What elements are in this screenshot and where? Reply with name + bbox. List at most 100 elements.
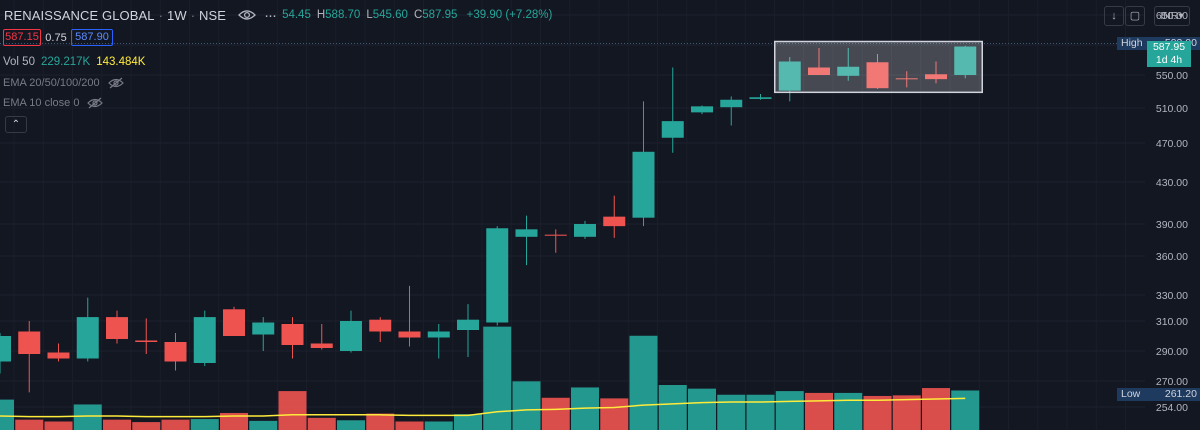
fullscreen-icon[interactable]: ▢ xyxy=(1125,6,1145,26)
high-key: H xyxy=(316,9,326,21)
last-price-value: 587.95 xyxy=(1152,40,1186,53)
more-options-icon[interactable]: ··· xyxy=(264,6,277,24)
volume-bar xyxy=(103,419,131,430)
candle-body xyxy=(720,99,743,108)
candle-body xyxy=(0,336,11,362)
indicator-label: EMA 10 close 0 xyxy=(3,97,80,109)
volume-bar xyxy=(863,395,892,430)
volume-legend[interactable]: Vol 50 229.217K 143.484K xyxy=(3,56,145,68)
candle-body xyxy=(252,322,275,335)
high-marker-label: High xyxy=(1121,36,1143,49)
low-marker-label: Low xyxy=(1121,388,1141,401)
candle-body xyxy=(340,321,362,351)
volume-bar xyxy=(483,326,512,430)
currency-selector[interactable]: INR▾ xyxy=(1154,6,1190,26)
ohlc-values: 54.45 H588.70 L545.60 C587.95 +39.90 (+7.28… xyxy=(282,9,552,21)
volume-bar xyxy=(834,392,863,430)
candle-body xyxy=(837,66,860,76)
volume-bar xyxy=(805,392,833,430)
candle-body xyxy=(193,317,216,363)
eye-icon[interactable] xyxy=(238,9,256,21)
candle-body xyxy=(106,317,128,339)
volume-bar xyxy=(746,394,775,430)
volume-bar xyxy=(337,420,365,430)
candle-body xyxy=(369,319,392,332)
volume-bar xyxy=(395,421,424,430)
indicator-ema-multi[interactable]: EMA 20/50/100/200 xyxy=(3,77,124,89)
price-tick-label: 390.00 xyxy=(1156,219,1188,231)
candle-body xyxy=(18,331,41,354)
price-tick-label: 510.00 xyxy=(1156,103,1188,115)
volume-bar xyxy=(307,417,336,430)
volume-bar xyxy=(73,404,102,430)
volume-bar xyxy=(951,390,980,430)
candle-body xyxy=(808,67,830,75)
candle-body xyxy=(457,319,479,330)
price-tick-label: 290.00 xyxy=(1156,346,1188,358)
price-axis: 254.00 270.00 290.00 310.00 330.00 360.00 390.… xyxy=(1145,0,1200,430)
price-tick-label: 330.00 xyxy=(1156,290,1188,302)
volume-label: Vol 50 xyxy=(3,56,35,68)
price-tick-label: 310.00 xyxy=(1156,316,1188,328)
volume-bar xyxy=(278,391,307,430)
scroll-down-icon[interactable]: ↓ xyxy=(1104,6,1124,26)
price-tick-label: 430.00 xyxy=(1156,177,1188,189)
low-value: 545.60 xyxy=(372,9,408,21)
candle-body xyxy=(954,46,977,75)
candle-body xyxy=(603,216,626,227)
spread-value: 0.75 xyxy=(45,31,67,44)
candlesticks xyxy=(0,45,977,393)
candle-body xyxy=(486,228,509,323)
symbol-name[interactable]: RENAISSANCE GLOBAL xyxy=(4,7,155,23)
candle-body xyxy=(778,61,801,91)
price-tick-label: 650.00 xyxy=(1156,10,1188,22)
symbol-header: RENAISSANCE GLOBAL · 1W · NSE ··· 54.45 H… xyxy=(4,6,553,24)
candle-body xyxy=(691,106,713,113)
buy-button[interactable]: 587.90 xyxy=(71,29,113,46)
candle-body xyxy=(749,97,772,99)
price-tick-label: 254.00 xyxy=(1156,402,1188,414)
candle-body xyxy=(661,121,684,138)
eye-off-icon[interactable] xyxy=(87,97,104,109)
volume-bar xyxy=(658,385,687,430)
change-value: +39.90 (+7.28%) xyxy=(466,9,553,21)
candle-body xyxy=(427,331,450,338)
low-key: L xyxy=(366,9,373,21)
candle-body xyxy=(281,324,304,345)
volume-bar xyxy=(512,381,541,430)
low-marker-value: 261.20 xyxy=(1164,388,1197,401)
candle-body xyxy=(895,78,918,80)
price-axis-bg xyxy=(1145,0,1200,430)
indicator-ema-10[interactable]: EMA 10 close 0 xyxy=(3,97,104,109)
volume-bar xyxy=(688,388,716,430)
volume-bar xyxy=(132,422,161,430)
eye-off-icon[interactable] xyxy=(107,77,124,89)
collapse-legend-button[interactable]: ⌃ xyxy=(5,116,27,133)
candle-body xyxy=(310,343,333,348)
candle-body xyxy=(925,74,947,80)
candle-body xyxy=(574,224,596,237)
volume-bar xyxy=(892,395,921,430)
volume-bar xyxy=(249,420,278,430)
candle-body xyxy=(632,151,655,218)
volume-bar xyxy=(424,421,453,430)
sell-button[interactable]: 587.15 xyxy=(3,29,41,46)
grid-lines xyxy=(0,14,1145,408)
volume-bar xyxy=(220,412,248,430)
candle-body xyxy=(164,342,187,362)
candle-body xyxy=(223,309,245,336)
volume-bar xyxy=(0,399,14,430)
close-key: C xyxy=(413,9,423,21)
candle-body xyxy=(544,234,567,236)
volume-bar xyxy=(717,394,746,430)
volume-bar xyxy=(922,388,950,430)
volume-bar xyxy=(600,398,629,430)
currency-label: INR xyxy=(1160,10,1179,22)
volume-bars xyxy=(0,326,980,430)
candle-body xyxy=(47,352,70,359)
volume-bar xyxy=(44,421,73,430)
bar-countdown: 1d 4h xyxy=(1155,53,1183,66)
interval-label[interactable]: 1W xyxy=(166,7,187,23)
price-tick-label: 360.00 xyxy=(1156,251,1188,263)
